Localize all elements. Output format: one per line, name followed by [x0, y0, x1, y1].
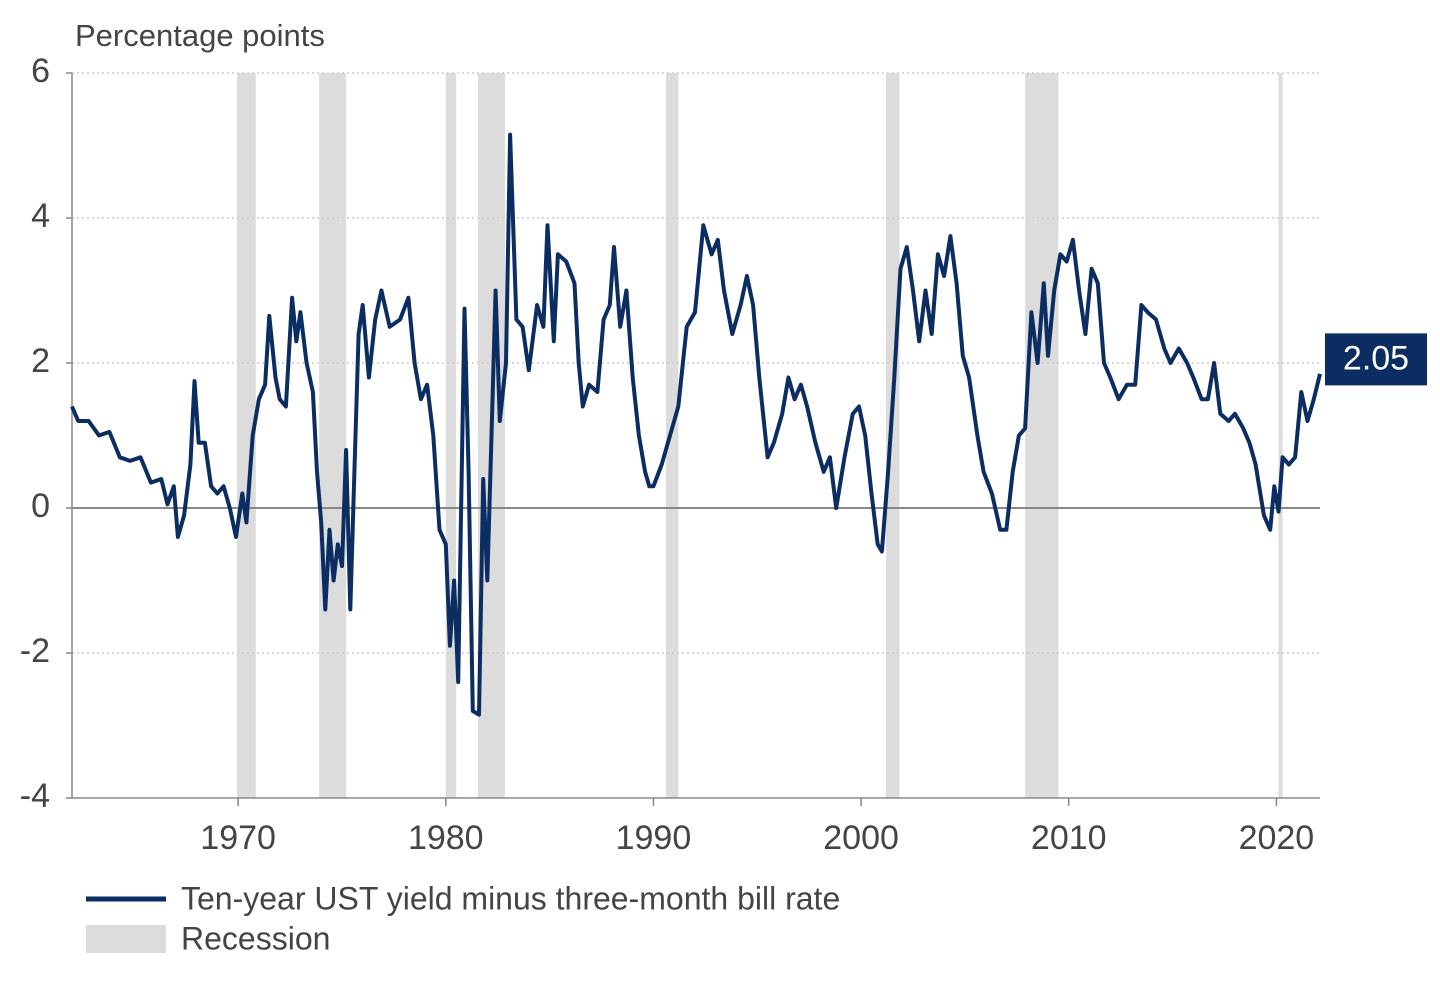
- x-tick-label: 1980: [408, 819, 484, 857]
- legend-swatch: [86, 925, 166, 953]
- y-tick-label: -4: [20, 777, 50, 815]
- x-tick-label: 2000: [823, 819, 899, 857]
- y-tick-label: -2: [20, 632, 50, 670]
- x-tick-label: 1990: [616, 819, 692, 857]
- y-axis-label: Percentage points: [75, 18, 325, 53]
- legend-label: Recession: [181, 920, 330, 956]
- legend-label: Ten-year UST yield minus three-month bil…: [181, 880, 840, 916]
- y-tick-label: 2: [31, 342, 50, 380]
- y-tick-label: 4: [31, 197, 50, 235]
- y-tick-label: 6: [31, 52, 50, 90]
- recession-band: [319, 73, 347, 798]
- y-tick-label: 0: [31, 487, 50, 525]
- recession-band: [237, 73, 256, 798]
- recession-band: [665, 73, 679, 798]
- recession-band: [1025, 73, 1059, 798]
- x-tick-label: 1970: [200, 819, 276, 857]
- end-label-box: [1325, 333, 1427, 386]
- end-label: 2.05: [1343, 339, 1409, 377]
- recession-band: [445, 73, 457, 798]
- x-tick-label: 2020: [1239, 819, 1315, 857]
- recession-band: [886, 73, 900, 798]
- recession-band: [1278, 73, 1283, 798]
- series-line: [70, 132, 1322, 717]
- x-tick-label: 2010: [1031, 819, 1107, 857]
